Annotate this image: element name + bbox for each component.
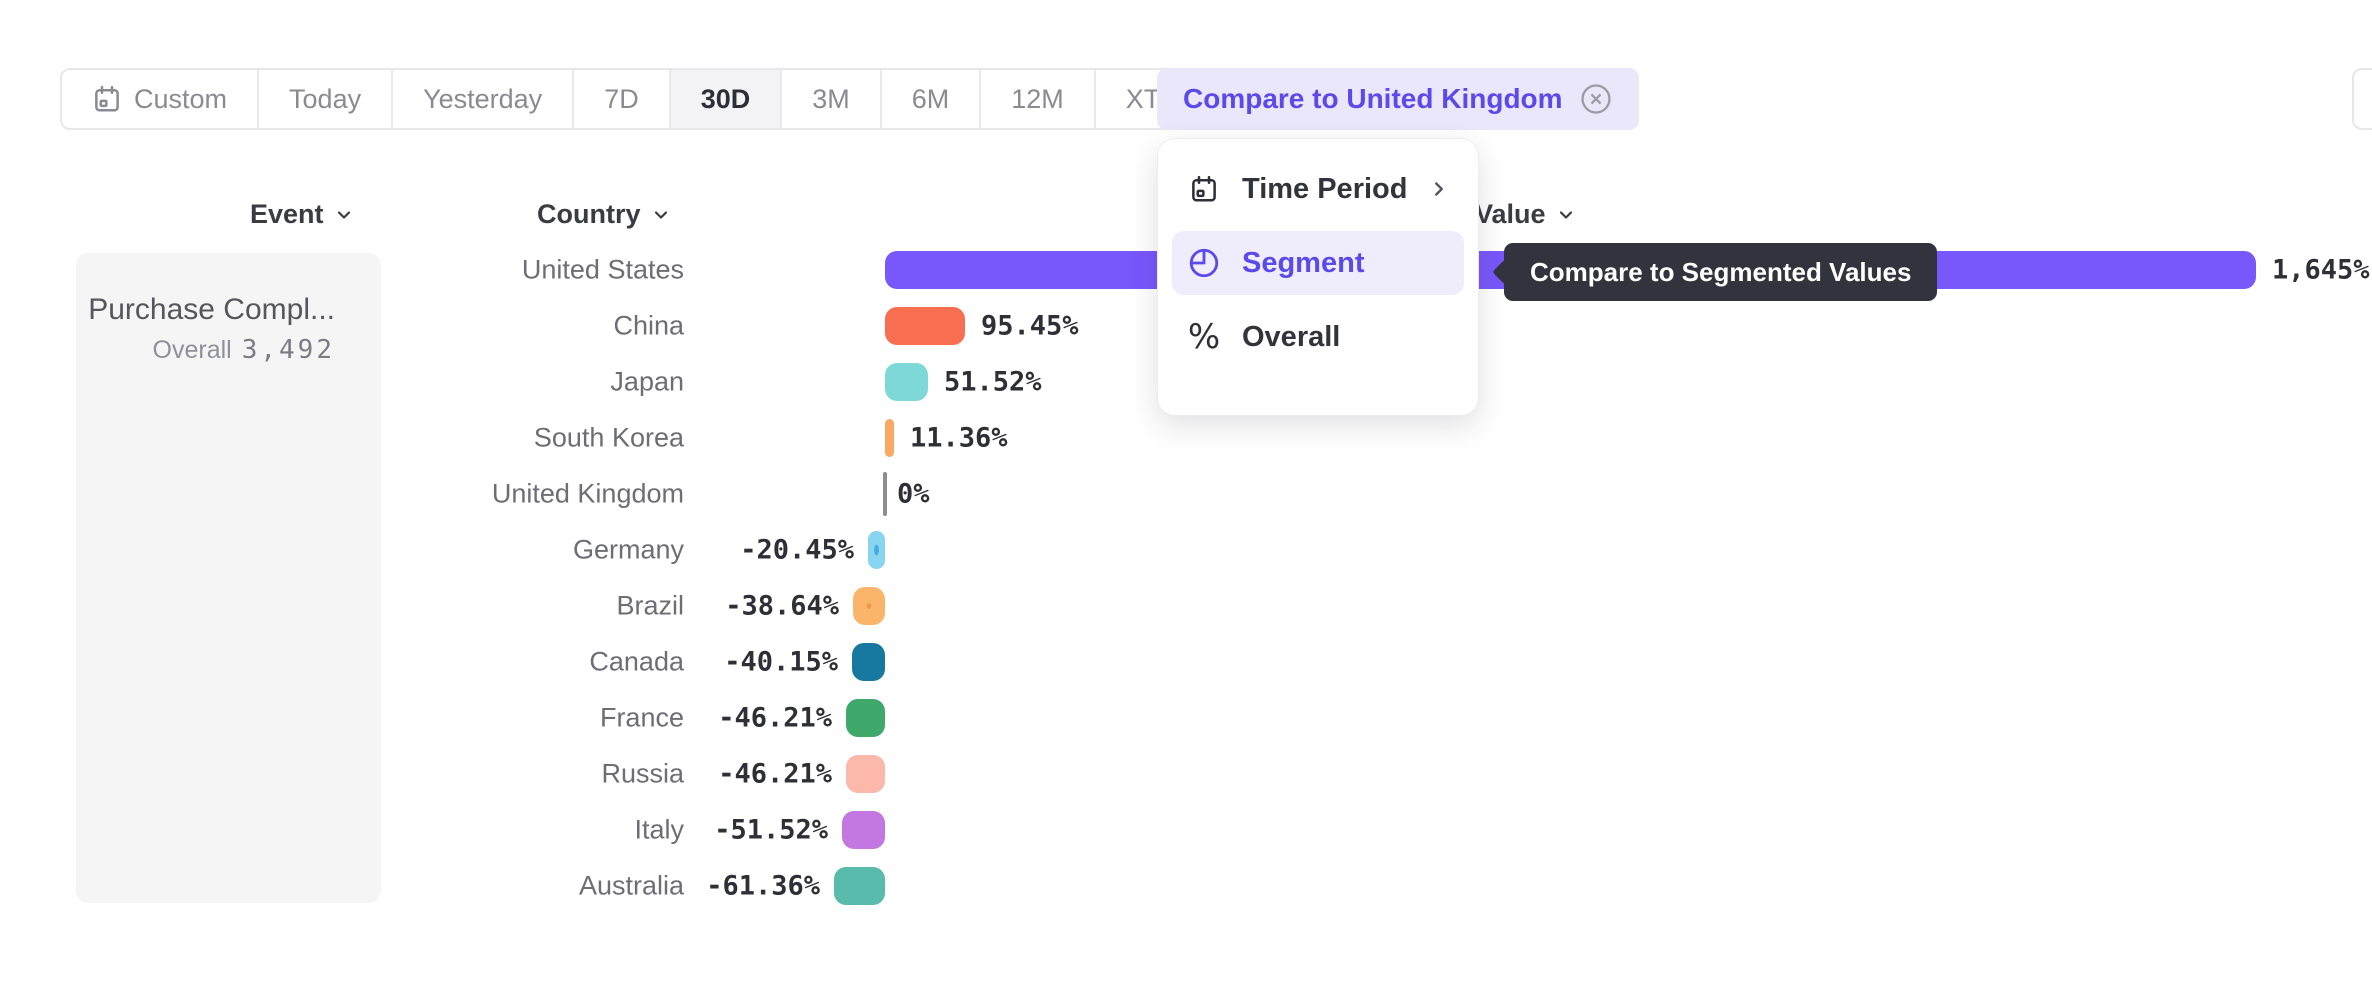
compare-to-label: Compare to United Kingdom: [1183, 83, 1563, 114]
chevron-right-icon: [1428, 178, 1450, 200]
event-column-header[interactable]: Event: [250, 199, 354, 230]
country-label-australia: Australia: [578, 870, 684, 901]
country-label-canada: Canada: [589, 646, 684, 677]
value-label-japan: 51.52%: [944, 366, 1042, 398]
chevron-down-icon: [654, 210, 667, 219]
event-list-item[interactable]: Purchase Compl... Overall 3,492: [76, 293, 335, 365]
range-label: Custom: [134, 83, 228, 114]
event-overall-label: Overall: [152, 336, 232, 364]
menu-item-time-period[interactable]: Time Period: [1172, 157, 1464, 221]
percent-icon: %: [1187, 317, 1221, 357]
value-label-france: -46.21%: [718, 702, 832, 734]
range-label: 12M: [1011, 83, 1064, 114]
compare-to-button[interactable]: Compare to United Kingdom: [1157, 68, 1639, 130]
calendar-icon: [92, 84, 122, 114]
country-label-united-states: United States: [521, 254, 684, 285]
event-overall-row: Overall 3,492: [76, 335, 335, 365]
range-label: 6M: [911, 83, 950, 114]
range-button-7d[interactable]: 7D: [574, 70, 671, 128]
range-label: 3M: [812, 83, 850, 114]
range-label: 7D: [604, 83, 639, 114]
close-circle-icon[interactable]: [1579, 82, 1613, 116]
menu-item-label: Time Period: [1242, 172, 1408, 205]
value-label-canada: -40.15%: [724, 646, 838, 678]
value-header-label: Value: [1475, 199, 1546, 229]
segment-icon: [1187, 246, 1221, 280]
date-range-group: Custom Today Yesterday 7D 30D 3M 6M 12M XTD: [60, 68, 1246, 130]
event-header-label: Event: [250, 199, 324, 229]
bar-germany[interactable]: [868, 531, 885, 569]
event-panel: Purchase Compl... Overall 3,492: [76, 253, 381, 903]
value-label-germany: -20.45%: [740, 534, 854, 566]
clipped-edge-button[interactable]: [2352, 68, 2372, 130]
bar-china[interactable]: [885, 307, 965, 345]
range-label: Yesterday: [423, 83, 543, 114]
range-button-12m[interactable]: 12M: [981, 70, 1096, 128]
bar-south-korea[interactable]: [885, 419, 894, 457]
value-column-header[interactable]: Value: [1475, 199, 1576, 230]
bar-australia[interactable]: [834, 867, 885, 905]
range-button-today[interactable]: Today: [259, 70, 394, 128]
compare-options-menu: Time Period Segment% Overall: [1157, 138, 1479, 416]
range-label: Today: [289, 83, 362, 114]
zero-axis-tick: [883, 472, 887, 516]
country-label-france: France: [599, 702, 684, 733]
range-button-3m[interactable]: 3M: [782, 70, 882, 128]
event-title: Purchase Compl...: [88, 293, 335, 326]
calendar-icon: [1189, 174, 1219, 204]
range-button-6m[interactable]: 6M: [881, 70, 982, 128]
value-label-china: 95.45%: [981, 310, 1079, 342]
menu-item-label: Overall: [1242, 320, 1341, 353]
range-label: 30D: [700, 83, 751, 114]
country-label-united-kingdom: United Kingdom: [491, 478, 684, 509]
value-label-united-states: 1,645%: [2272, 254, 2370, 286]
country-label-germany: Germany: [572, 534, 684, 565]
range-button-30d[interactable]: 30D: [670, 70, 783, 128]
value-label-italy: -51.52%: [714, 814, 828, 846]
value-label-brazil: -38.64%: [725, 590, 839, 622]
bar-canada[interactable]: [852, 643, 885, 681]
value-label-united-kingdom: 0%: [897, 478, 930, 510]
menu-item-segment[interactable]: Segment: [1172, 231, 1464, 295]
country-label-china: China: [613, 310, 684, 341]
chevron-down-icon: [1559, 210, 1572, 219]
menu-item-label: Segment: [1242, 246, 1365, 279]
event-overall-value: 3,492: [241, 335, 335, 365]
country-header-label: Country: [537, 199, 641, 229]
country-label-brazil: Brazil: [616, 590, 684, 621]
country-label-south-korea: South Korea: [533, 422, 684, 453]
menu-item-overall[interactable]: % Overall: [1172, 305, 1464, 369]
country-label-russia: Russia: [601, 758, 684, 789]
chevron-down-icon: [337, 210, 350, 219]
value-label-australia: -61.36%: [706, 870, 820, 902]
bar-japan[interactable]: [885, 363, 928, 401]
tooltip-text: Compare to Segmented Values: [1530, 256, 1912, 287]
value-label-russia: -46.21%: [718, 758, 832, 790]
country-label-japan: Japan: [610, 366, 684, 397]
bar-france[interactable]: [846, 699, 885, 737]
tooltip: Compare to Segmented Values: [1492, 243, 1938, 301]
value-label-south-korea: 11.36%: [910, 422, 1008, 454]
range-button-yesterday[interactable]: Yesterday: [393, 70, 575, 128]
bar-russia[interactable]: [846, 755, 885, 793]
bar-italy[interactable]: [842, 811, 885, 849]
country-column-header[interactable]: Country: [537, 199, 671, 230]
country-label-italy: Italy: [634, 814, 684, 845]
range-button-custom[interactable]: Custom: [62, 70, 260, 128]
bar-brazil[interactable]: [853, 587, 885, 625]
